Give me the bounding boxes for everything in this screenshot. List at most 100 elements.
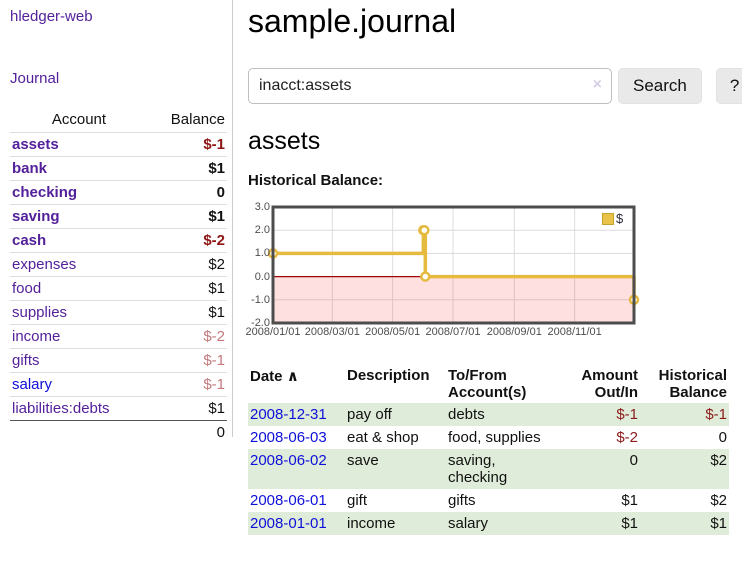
y-axis-tick-label: 3.0 [254, 201, 270, 213]
register-table: Date ∧ Description To/From Account(s) Am… [248, 365, 729, 535]
account-row: supplies $1 [10, 300, 227, 325]
account-row: cash $-2 [10, 228, 227, 253]
account-row: food $1 [10, 276, 227, 301]
sidebar-account-link[interactable]: bank [12, 160, 48, 177]
account-row: checking 0 [10, 180, 227, 205]
legend-swatch-icon [602, 212, 614, 225]
sort-ascending-icon: ∧ [286, 368, 299, 385]
account-balance: $1 [147, 156, 227, 181]
transaction-description: income [345, 512, 446, 535]
register-header-row: Date ∧ Description To/From Account(s) Am… [248, 365, 729, 403]
account-row: liabilities:debts $1 [10, 396, 227, 421]
search-form: × Search ? [248, 68, 742, 104]
chart-legend: $ [600, 210, 626, 227]
transaction-balance: $2 [640, 449, 729, 489]
transaction-date-link[interactable]: 2008-01-01 [250, 515, 327, 532]
accounts-table: Account Balance assets $-1 bank $1 checking 0… [10, 108, 227, 444]
register-column-date[interactable]: Date ∧ [248, 365, 345, 403]
account-balance: $-1 [147, 348, 227, 373]
account-balance: $-1 [147, 132, 227, 157]
sidebar-item-journal[interactable]: Journal [10, 70, 60, 87]
page-title: sample.journal [248, 3, 457, 39]
x-axis-tick-label: 2008/05/01 [365, 326, 421, 338]
main-content: sample.journal × Search ? assets Histori… [245, 0, 742, 535]
accounts-total-value: 0 [147, 420, 227, 444]
transaction-balance: 0 [718, 429, 727, 446]
chart-canvas [267, 205, 640, 325]
transaction-amount: $-1 [552, 403, 640, 426]
register-column-accounts: To/From Account(s) [448, 367, 527, 401]
account-row: gifts $-1 [10, 348, 227, 373]
sidebar-account-link[interactable]: assets [12, 136, 59, 153]
sidebar-account-link[interactable]: supplies [12, 304, 68, 321]
transaction-date-link[interactable]: 2008-06-02 [250, 452, 327, 469]
x-axis-tick-label: 2008/11/01 [547, 326, 602, 338]
sidebar-account-link[interactable]: liabilities:debts [12, 400, 110, 417]
account-row: assets $-1 [10, 132, 227, 157]
transaction-balance: $-1 [640, 403, 729, 426]
help-button[interactable]: ? [715, 68, 742, 104]
accounts-total-row: 0 [10, 420, 227, 444]
register-column-amount: Amount Out/In [581, 367, 638, 401]
account-balance: $2 [147, 252, 227, 277]
sidebar-account-link[interactable]: food [12, 280, 42, 297]
account-balance: $-1 [147, 372, 227, 397]
transaction-description: save [345, 449, 446, 489]
x-axis-tick-label: 2008/01/01 [245, 326, 301, 338]
y-axis-tick-label: 1.0 [254, 247, 270, 260]
clear-search-icon[interactable]: × [592, 76, 602, 93]
app-brand-link[interactable]: hledger-web [10, 8, 93, 25]
transaction-balance: $2 [710, 492, 727, 509]
account-balance: $-2 [147, 324, 227, 349]
y-axis-tick-label: -1.0 [251, 293, 270, 306]
sidebar-account-link[interactable]: saving [12, 208, 60, 225]
transaction-accounts: saving, checking [446, 449, 552, 489]
account-balance: $-2 [147, 228, 227, 253]
transaction-date-link[interactable]: 2008-06-01 [250, 492, 327, 509]
register-row: 2008-12-31 pay off debts $-1 $-1 [248, 403, 729, 426]
account-row: salary $-1 [10, 372, 227, 397]
accounts-column-account: Account [51, 111, 107, 128]
search-button[interactable]: Search [618, 68, 702, 104]
sidebar-account-link[interactable]: checking [12, 184, 78, 201]
x-axis-tick-label: 2008/07/01 [425, 326, 481, 338]
account-balance: $1 [147, 204, 227, 229]
transaction-amount: $1 [621, 492, 638, 509]
account-balance: $1 [147, 300, 227, 325]
accounts-total-spacer [10, 420, 148, 444]
transaction-description: gift [347, 492, 368, 509]
sidebar-account-link[interactable]: expenses [12, 256, 77, 273]
transaction-amount: $1 [552, 512, 640, 535]
accounts-header-row: Account Balance [10, 108, 227, 133]
transaction-amount: $-2 [616, 429, 638, 446]
date-column-label: Date [250, 368, 283, 385]
transaction-accounts: debts [446, 403, 552, 426]
register-row: 2008-06-02 save saving, checking 0 $2 [248, 449, 729, 489]
chart-title: Historical Balance: [248, 172, 384, 189]
y-axis-tick-label: -2.0 [251, 317, 270, 329]
transaction-accounts: salary [446, 512, 552, 535]
historical-balance-chart: 3.0 2.0 1.0 0.0 -1.0 -2.0 2008/01/01 2008/03/01… [245, 201, 726, 342]
x-axis-tick-label: 2008/09/01 [486, 326, 542, 338]
account-row: income $-2 [10, 324, 227, 349]
register-row: 2008-01-01 income salary $1 $1 [248, 512, 729, 535]
y-axis-tick-label: 2.0 [254, 224, 270, 237]
sidebar-account-link[interactable]: cash [12, 232, 47, 249]
legend-series-label: $ [616, 211, 624, 226]
account-row: expenses $2 [10, 252, 227, 277]
transaction-amount: 0 [552, 449, 640, 489]
register-column-balance: Historical Balance [658, 367, 727, 401]
account-balance: $1 [147, 276, 227, 301]
sidebar-account-link[interactable]: gifts [12, 352, 40, 369]
transaction-date-link[interactable]: 2008-06-03 [250, 429, 327, 446]
sidebar-account-link[interactable]: salary [12, 376, 53, 393]
register-row: 2008-06-03 eat & shop food, supplies $-2 0 [248, 426, 729, 449]
transaction-date-link[interactable]: 2008-12-31 [250, 406, 327, 423]
account-row: saving $1 [10, 204, 227, 229]
search-input[interactable] [248, 68, 612, 104]
account-heading: assets [248, 127, 321, 155]
transaction-accounts: food, supplies [448, 429, 541, 446]
sidebar: hledger-web Journal Account Balance asse… [0, 0, 233, 444]
sidebar-account-link[interactable]: income [12, 328, 61, 345]
